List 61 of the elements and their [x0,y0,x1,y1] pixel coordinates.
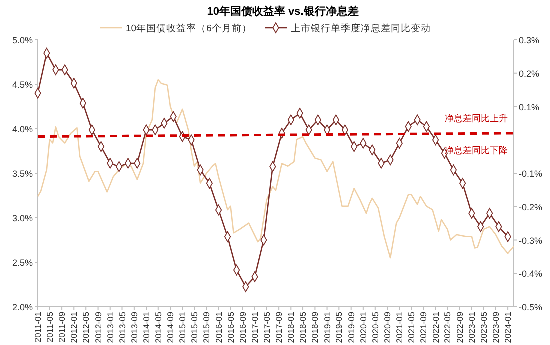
x-tick-label: 2018-05 [298,312,308,344]
x-tick-label: 2019-01 [322,312,332,344]
x-tick-label: 2020-09 [382,312,393,344]
x-tick-label: 2023-09 [490,312,501,344]
line-series [37,79,515,259]
x-tick-label: 2017-09 [274,312,284,344]
x-tick-label: 2014-05 [153,312,164,344]
annotation: 净息差同比上升 [445,113,508,124]
y-tick-label: 3.5% [12,169,33,179]
x-tick-label: 2023-01 [466,312,477,344]
y2-tick-label: 0.3% [519,36,540,46]
x-tick-label: 2013-05 [117,312,128,344]
x-tick-label: 2014-09 [166,312,176,344]
x-tick-label: 2024-01 [503,312,514,344]
x-tick-label: 2015-09 [202,312,212,344]
y-tick-label: 2.5% [12,258,33,268]
y2-tick-label: 0.1% [519,102,540,112]
x-tick-label: 2015-01 [178,312,188,344]
x-tick-label: 2011-01 [33,312,43,343]
y2-tick-label: -0.1% [519,169,543,179]
x-tick-label: 2018-01 [286,312,296,344]
x-tick-label: 2011-09 [57,312,68,343]
x-tick-label: 2020-05 [370,312,380,344]
x-tick-label: 2017-01 [250,312,260,344]
x-tick-label: 2012-09 [93,312,104,344]
x-tick-label: 2022-09 [454,312,465,344]
x-tick-label: 2021-05 [406,312,417,344]
y-tick-label: 3.0% [12,214,33,224]
x-tick-label: 2019-05 [334,312,344,344]
y-tick-label: 5.0% [12,36,33,46]
x-tick-label: 2014-01 [142,312,152,344]
annotation: 净息差同比下降 [445,145,508,156]
x-tick-label: 2013-09 [129,312,140,344]
y-tick-label: 4.0% [12,124,33,134]
x-tick-label: 2011-05 [44,312,55,343]
x-tick-label: 2021-01 [394,312,405,344]
x-tick-label: 2017-05 [262,312,272,344]
x-tick-label: 2012-05 [81,312,92,344]
x-tick-label: 2022-05 [442,312,453,344]
x-tick-label: 2023-05 [478,312,489,344]
x-tick-label: 2018-09 [310,312,320,344]
x-tick-label: 2020-01 [358,312,368,344]
legend-label: 上市银行单季度净息差同比变动 [291,22,431,34]
y2-tick-label: -0.5% [519,302,543,312]
legend-label: 10年国债收益率（6个月前） [126,22,252,34]
y2-tick-label: -0.2% [519,202,543,212]
x-tick-label: 2013-01 [105,312,116,344]
y2-tick-label: -0.4% [519,269,543,280]
x-tick-label: 2019-09 [346,312,356,344]
y2-tick-label: -0.3% [519,236,543,246]
y2-tick-label: 0.2% [519,68,540,79]
y-tick-label: 4.5% [12,80,33,90]
chart-title: 10年国债收益率 vs.银行净息差 [207,5,359,18]
x-tick-label: 2012-01 [69,312,80,344]
x-tick-label: 2016-05 [226,312,236,344]
y-tick-label: 2.0% [12,302,33,312]
x-tick-label: 2016-01 [214,312,224,344]
x-tick-label: 2015-05 [190,312,200,344]
x-tick-label: 2016-09 [238,312,248,344]
x-tick-label: 2022-01 [430,312,441,344]
x-tick-label: 2021-09 [418,312,429,344]
